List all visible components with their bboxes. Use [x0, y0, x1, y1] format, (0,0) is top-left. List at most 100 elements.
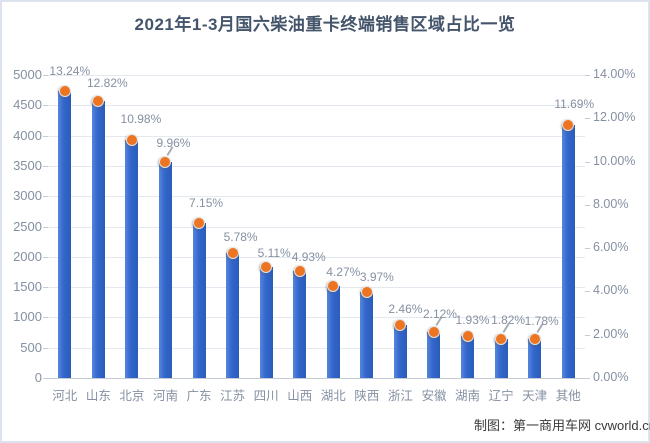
x-axis-label: 其他 [555, 389, 581, 403]
left-axis-tick-mark [43, 196, 48, 198]
bar [226, 252, 240, 378]
x-axis-label: 广东 [186, 389, 212, 403]
x-axis-label: 天津 [522, 389, 548, 403]
right-axis-tick-label: 4.00% [593, 283, 629, 298]
left-axis-tick-mark [43, 226, 48, 228]
right-axis-tick-label: 14.00% [593, 67, 636, 81]
data-point-label: 9.96% [156, 136, 191, 151]
right-axis-tick-mark [585, 248, 590, 250]
bar [461, 336, 475, 378]
bar [192, 223, 206, 378]
left-axis-tick-label: 1000 [13, 309, 42, 325]
data-point-marker [394, 318, 407, 331]
right-axis-tick-label: 2.00% [593, 326, 629, 341]
left-axis-tick-label: 2500 [13, 218, 42, 234]
data-point-label: 1.78% [524, 314, 559, 329]
right-axis-tick-label: 12.00% [593, 110, 636, 125]
gridline [48, 165, 585, 167]
data-point-label: 5.78% [223, 229, 258, 244]
data-point-marker [495, 332, 508, 345]
data-point-marker [293, 265, 306, 278]
data-point-marker [260, 261, 273, 274]
data-point-label: 12.82% [86, 75, 128, 90]
gridline [48, 256, 585, 258]
left-axis-tick-mark [43, 317, 48, 319]
right-axis-tick-mark [585, 291, 590, 293]
bar [393, 324, 407, 378]
data-point-label: 3.97% [359, 270, 394, 285]
bar [125, 140, 139, 378]
x-axis-label: 安徽 [421, 389, 447, 403]
left-axis-tick-mark [43, 378, 48, 379]
left-axis-tick-mark [43, 287, 48, 289]
right-axis-tick-mark [585, 118, 590, 120]
gridline [48, 317, 585, 319]
left-axis-tick-label: 5000 [13, 67, 42, 82]
left-axis-tick-label: 4000 [13, 127, 42, 143]
data-point-marker [427, 326, 440, 339]
right-axis-tick-label: 8.00% [593, 196, 629, 211]
bar [427, 332, 441, 378]
x-axis-label: 浙江 [387, 389, 413, 403]
left-axis-tick-mark [43, 256, 48, 258]
left-axis-tick-label: 3500 [13, 157, 42, 173]
data-point-marker [327, 279, 340, 292]
right-axis-tick-label: 10.00% [593, 153, 636, 168]
left-axis-tick-mark [43, 135, 48, 137]
left-axis-tick-mark [43, 75, 48, 76]
data-point-label: 2.46% [388, 301, 423, 316]
right-axis-tick-mark [585, 161, 590, 163]
gridline [48, 196, 585, 198]
data-point-label: 1.93% [455, 313, 490, 328]
data-point-marker [125, 134, 138, 147]
bar [528, 339, 542, 378]
x-axis-label: 山东 [85, 389, 111, 403]
x-axis-label: 陕西 [354, 389, 380, 403]
left-axis-tick-label: 1500 [13, 279, 42, 295]
gridline [48, 135, 585, 137]
data-point-label: 13.24% [49, 64, 91, 79]
left-axis-tick-mark [43, 105, 48, 107]
bar [360, 292, 374, 378]
right-axis-tick-mark [585, 204, 590, 206]
bar [259, 267, 273, 378]
x-axis-label: 辽宁 [488, 389, 514, 403]
left-axis-tick-label: 0 [34, 370, 42, 385]
gridline [48, 226, 585, 228]
data-point-marker [226, 246, 239, 259]
x-axis-line [48, 378, 585, 379]
left-axis-tick-label: 500 [20, 339, 42, 355]
data-point-marker [193, 217, 206, 230]
chart-title: 2021年1-3月国六柴油重卡终端销售区域占比一览 [134, 15, 516, 34]
right-axis-tick-mark [585, 75, 590, 76]
x-axis-label: 河南 [152, 389, 178, 403]
bar [158, 162, 172, 378]
data-point-label: 4.93% [291, 250, 326, 265]
x-axis-label: 四川 [253, 389, 279, 403]
data-point-marker [159, 156, 172, 169]
bar [58, 91, 72, 378]
data-point-marker [461, 330, 474, 343]
x-axis-label: 湖北 [320, 389, 346, 403]
gridline [48, 287, 585, 289]
bar [494, 338, 508, 378]
data-point-marker [58, 85, 71, 98]
data-point-label: 1.82% [491, 312, 526, 327]
right-axis-tick-label: 6.00% [593, 240, 629, 255]
data-point-label: 11.69% [554, 96, 595, 111]
gridline [48, 347, 585, 349]
bar [91, 100, 105, 378]
data-point-label: 2.12% [422, 307, 457, 322]
left-axis-tick-mark [43, 347, 48, 349]
left-axis-tick-label: 2000 [13, 248, 42, 264]
bar [326, 285, 340, 378]
right-axis-tick-mark [585, 378, 590, 379]
data-point-marker [528, 333, 541, 346]
data-point-label: 5.11% [257, 246, 291, 261]
data-point-label: 4.27% [326, 264, 361, 279]
x-axis-label: 河北 [52, 389, 78, 403]
x-axis-label: 山西 [287, 389, 313, 403]
right-axis-tick-label: 0.00% [593, 370, 629, 384]
